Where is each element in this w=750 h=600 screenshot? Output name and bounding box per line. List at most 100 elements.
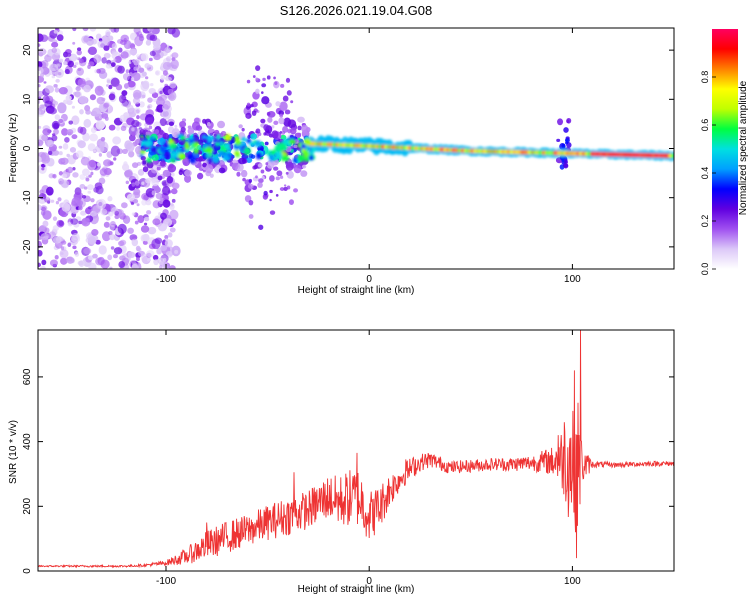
heatmap-cell xyxy=(132,97,141,105)
heatmap-cell xyxy=(53,128,59,135)
heatmap-cell xyxy=(91,107,102,117)
heatmap-cell xyxy=(253,164,258,170)
heatmap-cell xyxy=(130,77,135,81)
heatmap-cell xyxy=(121,163,130,172)
heatmap-cell xyxy=(96,198,107,210)
heatmap-cell xyxy=(148,125,153,130)
heatmap-cell xyxy=(109,224,115,231)
heatmap-cell xyxy=(127,80,136,88)
heatmap-cell xyxy=(66,129,74,136)
heatmap-cell xyxy=(38,110,41,115)
heatmap-cell xyxy=(109,266,113,269)
heatmap-cell xyxy=(144,216,150,222)
heatmap-cell xyxy=(247,183,254,189)
heatmap-cell xyxy=(51,47,58,54)
heatmap-cell xyxy=(162,70,168,76)
heatmap-cell xyxy=(147,97,153,103)
heatmap-cell xyxy=(62,143,69,150)
spectrogram-y-ticks: -20 -10 0 10 20 xyxy=(22,44,674,254)
heatmap-cell xyxy=(179,120,187,128)
heatmap-cell xyxy=(38,48,47,56)
heatmap-cell xyxy=(109,233,115,241)
heatmap-cell xyxy=(87,236,97,245)
heatmap-cell xyxy=(76,85,80,89)
heatmap-cell xyxy=(162,185,171,196)
heatmap-cell xyxy=(170,151,177,159)
heatmap-cell xyxy=(87,190,92,194)
heatmap-cell xyxy=(255,77,259,81)
y-tick-label: 20 xyxy=(22,44,33,56)
heatmap-cell xyxy=(198,139,204,146)
heatmap-cell xyxy=(248,153,254,159)
heatmap-cell xyxy=(120,125,127,131)
heatmap-cell xyxy=(147,105,151,109)
heatmap-cell xyxy=(38,204,42,211)
heatmap-cell xyxy=(96,68,101,74)
heatmap-cell xyxy=(214,129,220,135)
heatmap-cell xyxy=(78,95,88,105)
heatmap-cell xyxy=(88,262,97,269)
heatmap-cell xyxy=(189,157,197,164)
heatmap-cell xyxy=(169,227,176,233)
heatmap-cell xyxy=(144,76,149,80)
heatmap-cell xyxy=(40,233,50,241)
heatmap-cell xyxy=(149,144,153,148)
heatmap-cell xyxy=(248,199,254,206)
heatmap-cell xyxy=(257,163,263,168)
heatmap-cell xyxy=(274,151,283,161)
x-tick-label: -100 xyxy=(156,576,176,587)
heatmap-cell xyxy=(273,76,276,80)
heatmap-cell xyxy=(153,258,159,266)
heatmap-cell xyxy=(134,107,141,115)
heatmap-cell xyxy=(556,138,561,143)
heatmap-cell xyxy=(140,81,150,92)
heatmap-cell xyxy=(285,171,289,175)
heatmap-cell xyxy=(254,141,263,148)
heatmap-cell xyxy=(162,61,172,70)
heatmap-cell xyxy=(38,262,42,268)
heatmap-cell xyxy=(162,100,171,110)
heatmap-cell xyxy=(212,155,220,164)
heatmap-cell xyxy=(128,61,132,65)
heatmap-cell xyxy=(131,263,139,269)
heatmap-cell xyxy=(139,134,144,138)
heatmap-cell xyxy=(311,147,317,153)
heatmap-cell xyxy=(40,206,47,212)
heatmap-cell xyxy=(563,163,569,169)
heatmap-cell xyxy=(66,256,75,264)
heatmap-cell xyxy=(168,148,174,153)
heatmap-cell xyxy=(79,126,87,135)
heatmap-cell xyxy=(238,124,243,129)
heatmap-cell xyxy=(269,210,276,215)
heatmap-cell xyxy=(53,122,60,129)
heatmap-cell xyxy=(171,127,181,139)
heatmap-cell xyxy=(135,65,139,69)
heatmap-cell xyxy=(152,218,161,226)
heatmap-cell xyxy=(107,196,113,202)
heatmap-cell xyxy=(160,94,168,101)
heatmap-cell xyxy=(110,145,121,157)
heatmap-cell xyxy=(38,61,43,68)
heatmap-cell xyxy=(275,193,279,197)
heatmap-cell xyxy=(83,118,92,128)
heatmap-cell xyxy=(197,172,204,180)
heatmap-cell xyxy=(38,75,45,83)
heatmap-cell xyxy=(565,138,569,142)
heatmap-cell xyxy=(141,181,145,186)
heatmap-cell xyxy=(180,126,186,133)
snr-frame xyxy=(37,329,675,572)
heatmap-cell xyxy=(246,79,251,84)
heatmap-cell xyxy=(279,187,285,191)
heatmap-cell xyxy=(39,104,45,109)
heatmap-cell xyxy=(145,187,156,198)
heatmap-cell xyxy=(38,107,45,117)
heatmap-cell xyxy=(105,63,113,69)
heatmap-cell xyxy=(66,153,71,158)
heatmap-cell xyxy=(266,111,271,116)
heatmap-cell xyxy=(77,140,86,149)
heatmap-cell xyxy=(117,223,127,235)
heatmap-cell xyxy=(142,166,149,173)
heatmap-cell xyxy=(145,135,151,140)
heatmap-cell xyxy=(168,121,175,127)
heatmap-cell xyxy=(267,116,273,123)
